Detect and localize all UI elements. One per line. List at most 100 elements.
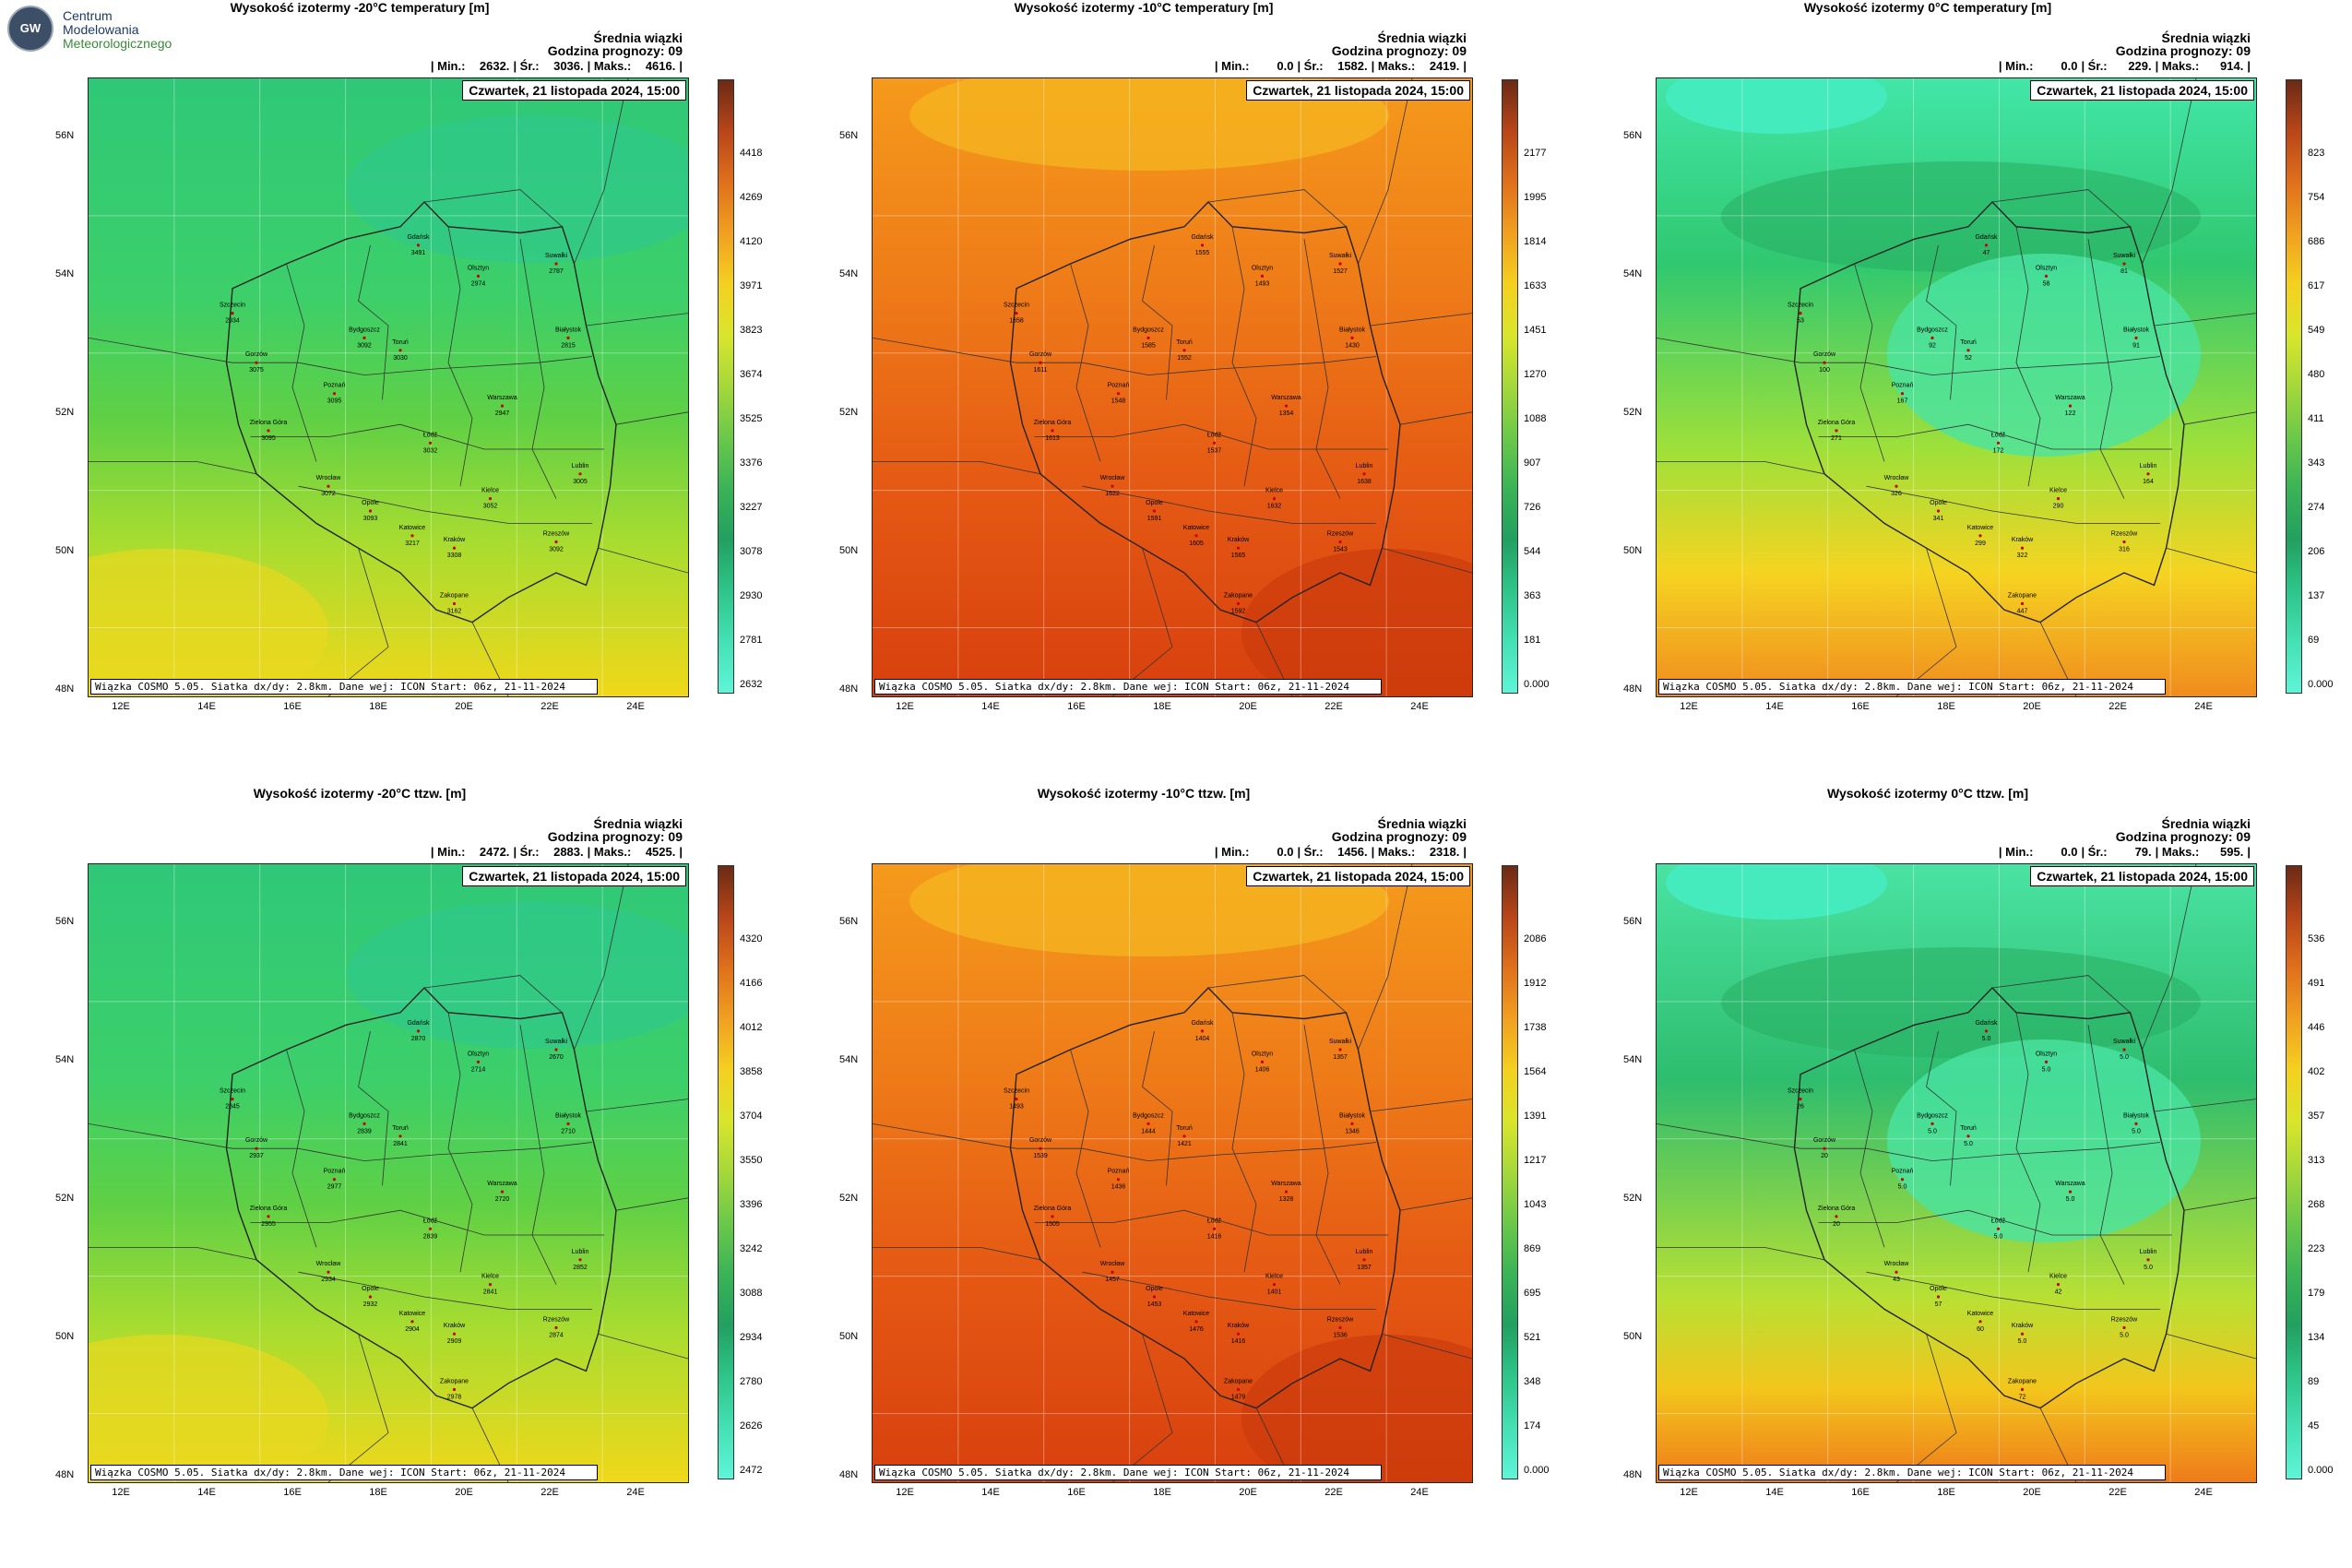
city-marker[interactable]: Gdańsk 2870 [407,1020,430,1042]
city-marker[interactable]: Wrocław 326 [1884,475,1910,497]
city-marker[interactable]: Poznań 167 [1892,383,1914,405]
city-marker[interactable]: Toruń 3030 [392,339,409,362]
city-marker[interactable]: Bydgoszcz 3092 [349,327,380,349]
city-marker[interactable]: Gdańsk 5.0 [1975,1020,1998,1042]
city-marker[interactable]: Białystok 2710 [555,1112,582,1134]
forecast-map[interactable]: Gdańsk 1555 Suwałki 1527 Olsztyn 1493 Szczecin… [872,77,1473,697]
city-marker[interactable]: Toruń 1552 [1176,339,1193,362]
forecast-map[interactable]: Gdańsk 1404 Suwałki 1357 Olsztyn 1406 Szczecin… [872,863,1473,1483]
city-marker[interactable]: Gdańsk 47 [1975,234,1998,256]
city-marker[interactable]: Szczecin 2934 [220,303,245,325]
city-marker[interactable]: Suwałki 1357 [1329,1039,1352,1061]
city-marker[interactable]: Lublin 1357 [1356,1249,1373,1271]
city-marker[interactable]: Olsztyn 5.0 [2036,1051,2057,1073]
city-marker[interactable]: Zielona Góra 2955 [250,1206,288,1228]
city-marker[interactable]: Zakopane 447 [2008,593,2037,615]
city-marker[interactable]: Bydgoszcz 1585 [1133,327,1164,349]
city-marker[interactable]: Rzeszów 2874 [543,1317,570,1339]
city-marker[interactable]: Wrocław 43 [1884,1261,1910,1283]
city-marker[interactable]: Warszawa 5.0 [2055,1181,2085,1203]
city-marker[interactable]: Zielona Góra 271 [1818,420,1856,442]
city-marker[interactable]: Toruń 1421 [1176,1125,1193,1147]
city-marker[interactable]: Kraków 1416 [1228,1323,1250,1345]
city-marker[interactable]: Wrocław 1622 [1100,475,1126,497]
city-marker[interactable]: Katowice 3217 [399,525,426,547]
city-marker[interactable]: Bydgoszcz 92 [1917,327,1948,349]
city-marker[interactable]: Olsztyn 2974 [468,265,489,287]
city-marker[interactable]: Lublin 5.0 [2140,1249,2157,1271]
city-marker[interactable]: Opole 1453 [1146,1286,1163,1308]
forecast-map[interactable]: Gdańsk 3491 Suwałki 2787 Olsztyn 2974 Szczecin… [88,77,689,697]
city-marker[interactable]: Katowice 2904 [399,1311,426,1333]
city-marker[interactable]: Warszawa 1328 [1271,1181,1301,1203]
forecast-map[interactable]: Gdańsk 47 Suwałki 81 Olsztyn 58 Szczecin 53 Biał… [1656,77,2257,697]
city-marker[interactable]: Poznań 2977 [324,1169,346,1191]
city-marker[interactable]: Lublin 2852 [572,1249,589,1271]
city-marker[interactable]: Katowice 1605 [1183,525,1210,547]
city-marker[interactable]: Rzeszów 1543 [1327,531,1354,553]
city-marker[interactable]: Łódź 1537 [1207,432,1222,454]
city-marker[interactable]: Katowice 60 [1967,1311,1994,1333]
city-marker[interactable]: Suwałki 2787 [545,253,568,275]
city-marker[interactable]: Białystok 1346 [1339,1112,1366,1134]
city-marker[interactable]: Toruń 2841 [392,1125,409,1147]
city-marker[interactable]: Rzeszów 316 [2111,531,2138,553]
forecast-map[interactable]: Gdańsk 2870 Suwałki 2670 Olsztyn 2714 Szczecin… [88,863,689,1483]
city-marker[interactable]: Olsztyn 1406 [1252,1051,1273,1073]
city-marker[interactable]: Wrocław 3072 [316,475,342,497]
city-marker[interactable]: Opole 1591 [1146,500,1163,522]
city-marker[interactable]: Kraków 1565 [1228,537,1250,559]
city-marker[interactable]: Białystok 5.0 [2123,1112,2150,1134]
city-marker[interactable]: Opole 341 [1930,500,1947,522]
city-marker[interactable]: Warszawa 1354 [1271,395,1301,417]
city-marker[interactable]: Poznań 1548 [1108,383,1130,405]
city-marker[interactable]: Szczecin 1493 [1004,1088,1029,1111]
city-marker[interactable]: Opole 57 [1930,1286,1947,1308]
city-marker[interactable]: Kielce 42 [2049,1274,2067,1296]
city-marker[interactable]: Łódź 5.0 [1991,1218,2006,1240]
city-marker[interactable]: Suwałki 2670 [545,1039,568,1061]
city-marker[interactable]: Zielona Góra 1613 [1034,420,1072,442]
city-marker[interactable]: Warszawa 2720 [487,1181,517,1203]
city-marker[interactable]: Zielona Góra 20 [1818,1206,1856,1228]
city-marker[interactable]: Wrocław 2934 [316,1261,342,1283]
city-marker[interactable]: Kraków 3308 [444,537,466,559]
city-marker[interactable]: Szczecin 53 [1788,303,1813,325]
city-marker[interactable]: Olsztyn 1493 [1252,265,1273,287]
city-marker[interactable]: Zielona Góra 3095 [250,420,288,442]
city-marker[interactable]: Łódź 2839 [423,1218,438,1240]
city-marker[interactable]: Zielona Góra 1505 [1034,1206,1072,1228]
city-marker[interactable]: Suwałki 1527 [1329,253,1352,275]
city-marker[interactable]: Kielce 1632 [1265,488,1283,510]
city-marker[interactable]: Lublin 1638 [1356,463,1373,485]
city-marker[interactable]: Rzeszów 3092 [543,531,570,553]
city-marker[interactable]: Kielce 3052 [481,488,499,510]
city-marker[interactable]: Łódź 1416 [1207,1218,1222,1240]
city-marker[interactable]: Katowice 299 [1967,525,1994,547]
city-marker[interactable]: Zakopane 3162 [440,593,469,615]
city-marker[interactable]: Kraków 5.0 [2012,1323,2034,1345]
city-marker[interactable]: Gorzów 100 [1813,351,1836,374]
city-marker[interactable]: Wrocław 1457 [1100,1261,1126,1283]
city-marker[interactable]: Szczecin 2845 [220,1088,245,1111]
city-marker[interactable]: Zakopane 1479 [1224,1379,1253,1401]
city-marker[interactable]: Katowice 1476 [1183,1311,1210,1333]
city-marker[interactable]: Poznań 3095 [324,383,346,405]
city-marker[interactable]: Warszawa 122 [2055,395,2085,417]
city-marker[interactable]: Gorzów 1539 [1029,1137,1052,1159]
city-marker[interactable]: Kielce 2841 [481,1274,499,1296]
city-marker[interactable]: Poznań 1436 [1108,1169,1130,1191]
city-marker[interactable]: Opole 2932 [362,1286,379,1308]
city-marker[interactable]: Kraków 2909 [444,1323,466,1345]
city-marker[interactable]: Gdańsk 1404 [1191,1020,1214,1042]
city-marker[interactable]: Toruń 52 [1960,339,1977,362]
city-marker[interactable]: Białystok 1430 [1339,327,1366,349]
city-marker[interactable]: Kielce 1401 [1265,1274,1283,1296]
city-marker[interactable]: Warszawa 2947 [487,395,517,417]
city-marker[interactable]: Lublin 3005 [572,463,589,485]
city-marker[interactable]: Zakopane 1592 [1224,593,1253,615]
city-marker[interactable]: Zakopane 72 [2008,1379,2037,1401]
city-marker[interactable]: Rzeszów 1536 [1327,1317,1354,1339]
city-marker[interactable]: Lublin 164 [2140,463,2157,485]
city-marker[interactable]: Olsztyn 2714 [468,1051,489,1073]
